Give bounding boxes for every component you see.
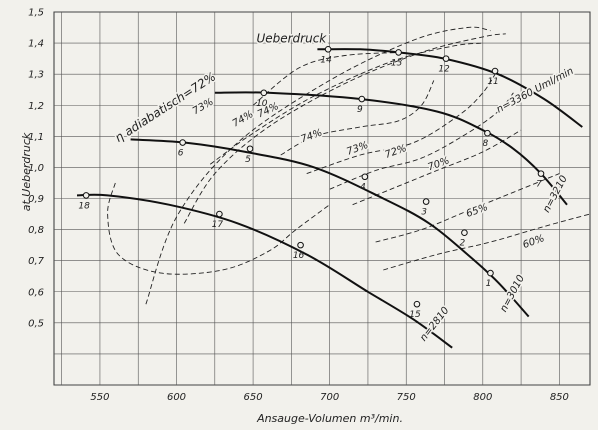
efficiency-contour [209,42,483,165]
efficiency-contour [183,33,506,224]
point-label: 10 [256,99,268,109]
x-tick-label: 800 [473,392,492,403]
x-tick-label: 650 [244,392,263,403]
y-tick-label: 1,3 [28,70,44,81]
point-label: 9 [357,105,363,115]
measurement-point [358,95,366,103]
y-tick-label: 0,5 [28,318,44,329]
measurement-point [413,300,421,308]
efficiency-label: 60% [521,233,546,251]
y-tick-label: 1,5 [28,8,44,19]
point-label: 12 [438,65,450,75]
y-tick-label: 0,8 [28,225,44,236]
efficiency-contour [329,92,514,190]
efficiency-contour [252,51,404,106]
measurement-point [395,49,402,56]
x-tick-label: 550 [90,392,109,403]
efficiency-label: 74% [231,109,256,130]
measurement-point [361,173,369,181]
measurement-point [297,241,304,249]
measurement-point [491,67,499,75]
x-tick-label: 600 [167,392,186,403]
efficiency-label: 74% [299,127,324,145]
efficiency-contour [383,213,591,271]
x-tick-label: 850 [550,392,569,403]
point-label: 3 [421,208,427,218]
x-axis-label: Ansauge-Volumen m³/min. [256,412,403,425]
measurement-point [82,192,90,199]
point-label: 4 [360,183,366,193]
point-label: 5 [245,155,251,165]
efficiency-label: 73% [191,97,216,118]
efficiency-contour [145,26,491,305]
point-label: 18 [78,201,90,211]
efficiency-contour [306,73,496,175]
measurement-point [422,198,430,205]
point-label: 11 [487,77,498,87]
y-tick-label: 1,2 [28,101,44,112]
y-tick-label: 0,9 [28,194,44,205]
efficiency-contour [352,129,522,206]
y-tick-label: 0,7 [28,256,45,267]
measurement-point [484,129,491,137]
point-label: 7 [536,180,542,190]
speed-curve [76,193,453,349]
measurement-point [324,46,332,53]
speed-label: n=2810 [418,305,451,343]
speed-curve [214,91,568,206]
measurement-point [487,269,494,277]
measurement-point [179,139,186,146]
point-label: 1 [486,279,492,289]
x-tick-label: 750 [397,392,416,403]
measurement-point [461,229,468,236]
measurement-point [260,89,268,97]
y-tick-label: 1,1 [28,132,44,143]
y-tick-label: 1,0 [28,163,44,174]
efficiency-contour [107,182,330,275]
point-label: 13 [391,58,403,68]
x-tick-label: 700 [320,392,339,403]
point-label: 6 [178,149,184,159]
point-label: 16 [293,251,305,261]
efficiency-label: 65% [465,202,490,220]
efficiency-label: 73% [345,140,370,158]
measurement-point [216,210,223,218]
point-label: 15 [409,310,421,320]
speed-label: n=3010 [498,273,527,314]
efficiency-label: 72% [384,143,409,161]
efficiency-contours: η adiabatisch=72%73%74% 74%74%73% 72%70%65… [107,26,591,305]
efficiency-contour [375,173,560,243]
point-label: 2 [460,239,466,249]
curve-title: Ueberdruck [256,32,327,46]
point-label: 14 [320,55,332,65]
speed-label: n=3360 Uml/min [495,66,576,116]
measurement-point [246,145,254,153]
measurement-point [442,55,450,62]
y-axis-label: at Ueberdruck [20,132,33,211]
grid [53,11,591,386]
point-label: 17 [212,220,224,230]
measurement-point [537,170,545,177]
y-tick-label: 1,4 [28,39,44,50]
axis-ticks: 550 600 650 700 750 800 850 0,5 0,6 0,7 0,8 0,9 1,0 1… [28,8,569,404]
efficiency-contour [280,80,435,156]
point-label: 8 [483,139,489,149]
efficiency-label: 70% [426,155,451,173]
y-tick-label: 0,6 [28,287,44,298]
